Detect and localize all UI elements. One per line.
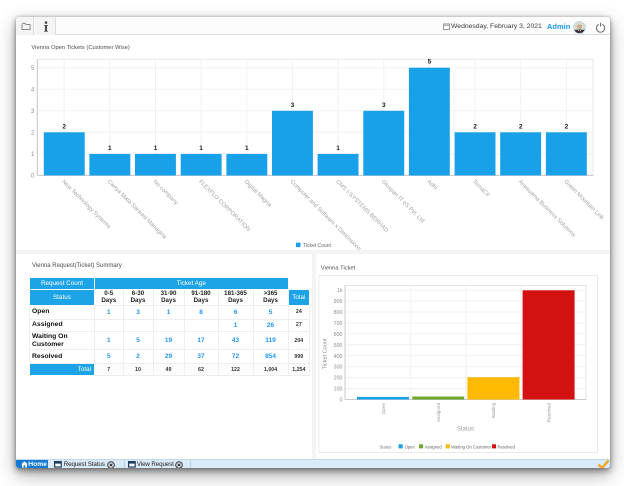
svg-text:1k: 1k: [337, 288, 343, 294]
svg-text:Digital Magna: Digital Magna: [243, 179, 273, 209]
svg-text:Resolved: Resolved: [498, 444, 516, 449]
svg-text:Vienna Ticket: Vienna Ticket: [321, 265, 356, 271]
svg-text:Waiting: Waiting: [491, 402, 496, 418]
svg-text:No company: No company: [152, 179, 179, 206]
svg-text:1: 1: [336, 145, 340, 152]
svg-text:Ticket Count: Ticket Count: [303, 243, 331, 249]
svg-text:200: 200: [334, 376, 343, 382]
svg-text:New Technology Systems: New Technology Systems: [60, 179, 111, 230]
svg-text:Computer and Software x Dimens: Computer and Software x Dimensions: [288, 179, 361, 250]
svg-text:3: 3: [31, 109, 35, 115]
svg-text:FLEXFLO CORPORATION: FLEXFLO CORPORATION: [197, 179, 251, 233]
svg-text:0: 0: [31, 174, 35, 180]
svg-text:2: 2: [62, 123, 66, 130]
svg-text:Resolved: Resolved: [546, 402, 551, 422]
svg-text:700: 700: [334, 321, 343, 327]
svg-text:TemaCil: TemaCil: [471, 179, 490, 198]
svg-text:Vienna Open Tickets (Customer: Vienna Open Tickets (Customer Wise): [31, 45, 130, 51]
svg-text:Assigned: Assigned: [425, 444, 443, 449]
svg-text:5: 5: [31, 66, 35, 72]
svg-text:CMS I-SYSTEMS BERHAD: CMS I-SYSTEMS BERHAD: [334, 179, 389, 234]
svg-text:Status: Status: [380, 444, 392, 449]
svg-text:Waiting On Customer: Waiting On Customer: [451, 444, 491, 449]
svg-text:Green Mountain Link: Green Mountain Link: [562, 179, 604, 221]
svg-text:300: 300: [334, 365, 343, 371]
svg-text:400: 400: [334, 354, 343, 360]
svg-text:Open: Open: [405, 444, 416, 449]
svg-text:1: 1: [199, 145, 203, 152]
svg-text:1: 1: [31, 152, 35, 158]
svg-text:Glospan IT eS Pvt. Ltd: Glospan IT eS Pvt. Ltd: [380, 179, 425, 224]
svg-text:100: 100: [334, 387, 343, 393]
svg-text:Ticket Count: Ticket Count: [323, 338, 329, 369]
svg-text:1: 1: [245, 145, 249, 152]
svg-text:3: 3: [291, 102, 295, 109]
svg-text:3: 3: [382, 102, 386, 109]
svg-text:Assigned: Assigned: [436, 402, 441, 422]
svg-text:2: 2: [473, 123, 477, 130]
svg-text:Status: Status: [457, 427, 474, 433]
svg-text:Adhi: Adhi: [425, 179, 437, 191]
svg-text:900: 900: [334, 299, 343, 305]
svg-text:Open: Open: [381, 402, 386, 414]
svg-text:500: 500: [334, 343, 343, 349]
svg-text:600: 600: [334, 332, 343, 338]
svg-text:2: 2: [31, 131, 35, 137]
svg-text:5: 5: [428, 59, 432, 66]
svg-text:1: 1: [108, 145, 112, 152]
svg-text:4: 4: [31, 87, 35, 93]
svg-text:2: 2: [519, 123, 523, 130]
svg-text:800: 800: [334, 310, 343, 316]
svg-text:2: 2: [565, 123, 569, 130]
svg-text:0: 0: [340, 398, 343, 404]
svg-text:1: 1: [154, 145, 158, 152]
